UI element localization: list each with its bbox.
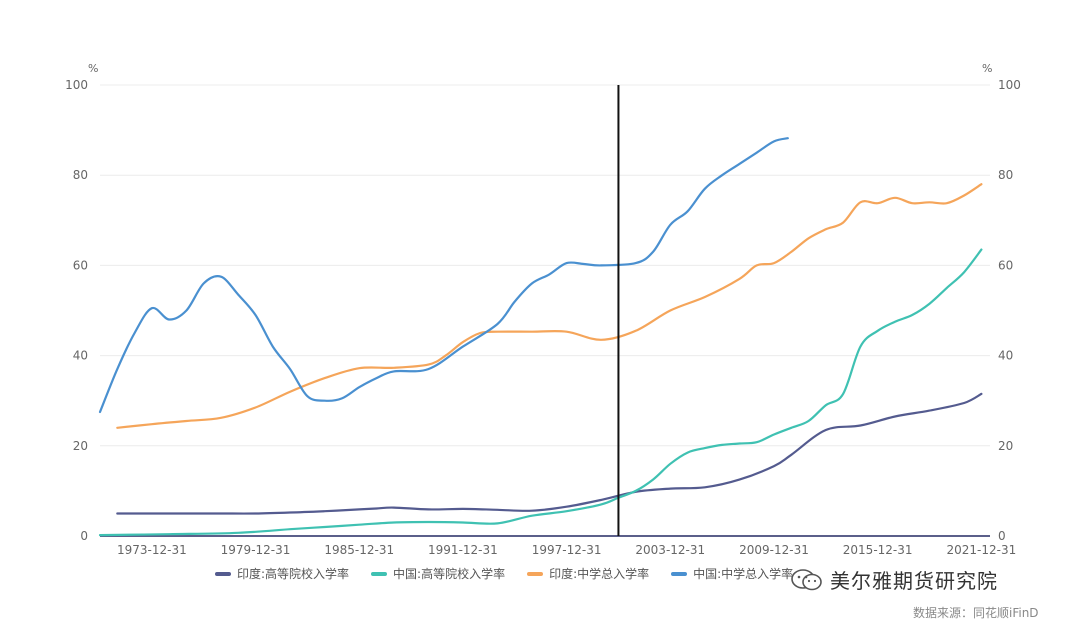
series-line-3	[98, 137, 789, 414]
y-tick-label-left: 60	[73, 258, 88, 272]
x-tick-label: 1973-12-31	[117, 543, 187, 557]
legend-swatch	[671, 571, 688, 576]
y-tick-label-left: 20	[73, 439, 88, 453]
y-tick-label-left: 0	[80, 529, 88, 543]
legend-label: 印度:高等院校入学率	[237, 567, 350, 581]
watermark: 美尔雅期货研究院	[790, 565, 998, 594]
data-source: 数据来源：同花顺iFinD	[913, 606, 1039, 620]
legend-item[interactable]: 印度:中学总入学率	[527, 565, 649, 582]
y-tick-label-left: 40	[73, 349, 88, 363]
y-tick-label-right: 40	[998, 349, 1013, 363]
x-tick-label: 1991-12-31	[428, 543, 498, 557]
legend-label: 印度:中学总入学率	[549, 567, 650, 581]
legend-item[interactable]: 中国:高等院校入学率	[371, 565, 505, 582]
x-tick-label: 1979-12-31	[221, 543, 291, 557]
x-tick-label: 2015-12-31	[843, 543, 913, 557]
x-tick-label: 1997-12-31	[532, 543, 602, 557]
x-tick-label: 2003-12-31	[635, 543, 705, 557]
series-line-2	[116, 183, 983, 429]
left-axis-unit: %	[88, 62, 98, 75]
right-axis-unit: %	[982, 62, 992, 75]
wechat-icon	[790, 568, 824, 592]
series-line-1	[98, 248, 983, 537]
legend-swatch	[527, 571, 544, 576]
y-tick-label-right: 80	[998, 168, 1013, 182]
y-tick-label-right: 60	[998, 258, 1013, 272]
y-tick-label-left: 100	[65, 78, 88, 92]
series-line-0	[116, 392, 983, 515]
legend-swatch	[371, 571, 388, 576]
y-tick-label-left: 80	[73, 168, 88, 182]
line-chart: 0 0 20 20 40 40 60 60 80 80 100 100 1973-12-31 1979-1…	[65, 62, 1021, 557]
chart-legend: 印度:高等院校入学率 中国:高等院校入学率 印度:中学总入学率 中国:中学总入学率	[215, 565, 793, 582]
y-tick-label-right: 0	[998, 529, 1006, 543]
legend-item[interactable]: 中国:中学总入学率	[671, 565, 793, 582]
x-tick-label: 2021-12-31	[946, 543, 1016, 557]
grid	[100, 84, 990, 537]
axis-ticks: 0 0 20 20 40 40 60 60 80 80 100 100 1973-12-31 1979-1…	[65, 78, 1021, 557]
legend-item[interactable]: 印度:高等院校入学率	[215, 565, 349, 582]
y-tick-label-right: 20	[998, 439, 1013, 453]
x-tick-label: 1985-12-31	[324, 543, 394, 557]
watermark-text: 美尔雅期货研究院	[830, 569, 998, 593]
x-tick-label: 2009-12-31	[739, 543, 809, 557]
y-tick-label-right: 100	[998, 78, 1021, 92]
legend-label: 中国:高等院校入学率	[393, 567, 506, 581]
series-lines	[98, 85, 983, 537]
legend-swatch	[215, 571, 231, 576]
legend-label: 中国:中学总入学率	[693, 567, 794, 581]
